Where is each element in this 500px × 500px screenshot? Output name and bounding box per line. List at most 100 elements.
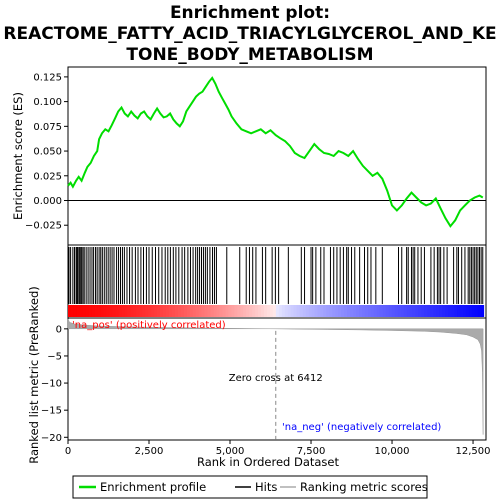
rank-color-segment bbox=[361, 305, 366, 317]
rank-color-segment bbox=[68, 305, 72, 317]
rank-color-segment bbox=[302, 305, 306, 317]
es-y-tick-label: 0.125 bbox=[33, 72, 62, 83]
positive-correlation-label: 'na_pos' (positively correlated) bbox=[72, 320, 226, 331]
rank-color-segment bbox=[350, 305, 354, 317]
rank-color-segment bbox=[427, 305, 431, 317]
rank-x-tick-label: 5,000 bbox=[216, 446, 245, 457]
rank-color-segment bbox=[341, 305, 345, 317]
rank-color-segment bbox=[112, 305, 116, 317]
rank-color-segment bbox=[439, 305, 443, 317]
rank-color-segment bbox=[219, 305, 223, 317]
rank-color-segment bbox=[174, 305, 179, 317]
rank-color-segment bbox=[127, 305, 131, 317]
rank-color-segment bbox=[388, 305, 393, 317]
rank-color-segment bbox=[311, 305, 315, 317]
rank-color-segment bbox=[201, 305, 205, 317]
rank-color-segment bbox=[400, 305, 404, 317]
es-y-tick-label: 0.100 bbox=[33, 97, 62, 108]
rank-color-segment bbox=[186, 305, 191, 317]
legend-label-enrichment: Enrichment profile bbox=[100, 480, 206, 494]
rank-color-segment bbox=[207, 305, 211, 317]
enrichment-score-panel: −0.025 0.000 0.025 0.050 0.075 0.100 0.125 bbox=[25, 66, 487, 246]
rank-color-segment bbox=[359, 305, 363, 317]
rank-color-segment bbox=[237, 305, 241, 317]
rank-color-segment bbox=[305, 305, 309, 317]
rank-color-segment bbox=[465, 305, 470, 317]
rank-color-segment bbox=[183, 305, 188, 317]
metric-y-tick-label: −5 bbox=[47, 351, 62, 362]
rank-color-segment bbox=[474, 305, 479, 317]
rank-color-segment bbox=[195, 305, 200, 317]
rank-color-segment bbox=[293, 305, 298, 317]
rank-color-segment bbox=[445, 305, 449, 317]
rank-color-segment bbox=[148, 305, 152, 317]
rank-color-segment bbox=[157, 305, 161, 317]
rank-color-segment bbox=[240, 305, 244, 317]
rank-color-segment bbox=[457, 305, 461, 317]
rank-color-segment bbox=[266, 305, 271, 317]
rank-color-segment bbox=[133, 305, 137, 317]
legend-label-metric: Ranking metric scores bbox=[300, 480, 428, 494]
rank-color-segment bbox=[85, 305, 90, 317]
rank-color-segment bbox=[344, 305, 348, 317]
rank-x-tick-label: 0 bbox=[65, 446, 71, 457]
rank-color-segment bbox=[477, 305, 482, 317]
ranking-metric-area bbox=[67, 318, 484, 435]
rank-color-segment bbox=[415, 305, 419, 317]
rank-color-segment bbox=[296, 305, 301, 317]
rank-color-segment bbox=[353, 305, 357, 317]
rank-color-segment bbox=[210, 305, 214, 317]
rank-color-segment bbox=[73, 305, 78, 317]
rank-x-tick-label: 10,000 bbox=[375, 446, 410, 457]
rank-color-segment bbox=[459, 305, 464, 317]
rank-color-segment bbox=[160, 305, 164, 317]
rank-color-bar bbox=[68, 305, 485, 317]
rank-color-segment bbox=[382, 305, 387, 317]
rank-color-segment bbox=[471, 305, 476, 317]
metric-y-tick-label: 0 bbox=[56, 324, 62, 335]
rank-color-segment bbox=[379, 305, 384, 317]
rank-color-segment bbox=[462, 305, 467, 317]
rank-color-segment bbox=[376, 305, 381, 317]
rank-color-segment bbox=[418, 305, 422, 317]
rank-color-segment bbox=[76, 305, 81, 317]
rank-color-segment bbox=[278, 305, 283, 317]
rank-color-segment bbox=[94, 305, 99, 317]
rank-color-segment bbox=[320, 305, 324, 317]
rank-color-segment bbox=[391, 305, 396, 317]
es-y-axis-label: Enrichment score (ES) bbox=[11, 92, 25, 220]
rank-color-segment bbox=[323, 305, 327, 317]
rank-x-tick-label: 12,500 bbox=[456, 446, 491, 457]
rank-color-segment bbox=[480, 305, 485, 317]
rank-color-segment bbox=[243, 305, 247, 317]
rank-color-segment bbox=[246, 305, 250, 317]
rank-color-segment bbox=[364, 305, 369, 317]
metric-y-tick-label: −20 bbox=[41, 433, 62, 444]
rank-color-segment bbox=[136, 305, 140, 317]
rank-color-segment bbox=[97, 305, 102, 317]
rank-color-segment bbox=[180, 305, 185, 317]
enrichment-profile-line bbox=[67, 76, 484, 228]
rank-color-segment bbox=[347, 305, 351, 317]
rank-color-segment bbox=[314, 305, 318, 317]
rank-color-segment bbox=[308, 305, 312, 317]
es-y-tick-label: 0.050 bbox=[33, 147, 62, 158]
rank-color-segment bbox=[121, 305, 125, 317]
rank-color-segment bbox=[424, 305, 428, 317]
rank-color-segment bbox=[335, 305, 339, 317]
rank-color-segment bbox=[406, 305, 410, 317]
rank-color-segment bbox=[299, 305, 303, 317]
rank-color-segment bbox=[225, 305, 229, 317]
rank-color-segment bbox=[130, 305, 134, 317]
hits-panel bbox=[67, 244, 487, 319]
rank-color-segment bbox=[332, 305, 336, 317]
rank-color-segment bbox=[79, 305, 84, 317]
rank-color-segment bbox=[145, 305, 149, 317]
rank-color-segment bbox=[249, 305, 253, 317]
es-y-tick-label: −0.025 bbox=[25, 221, 62, 232]
rank-color-segment bbox=[204, 305, 208, 317]
chart-title-line-3: TONE_BODY_METABOLISM bbox=[126, 45, 373, 65]
rank-color-segment bbox=[403, 305, 407, 317]
rank-color-segment bbox=[394, 305, 399, 317]
